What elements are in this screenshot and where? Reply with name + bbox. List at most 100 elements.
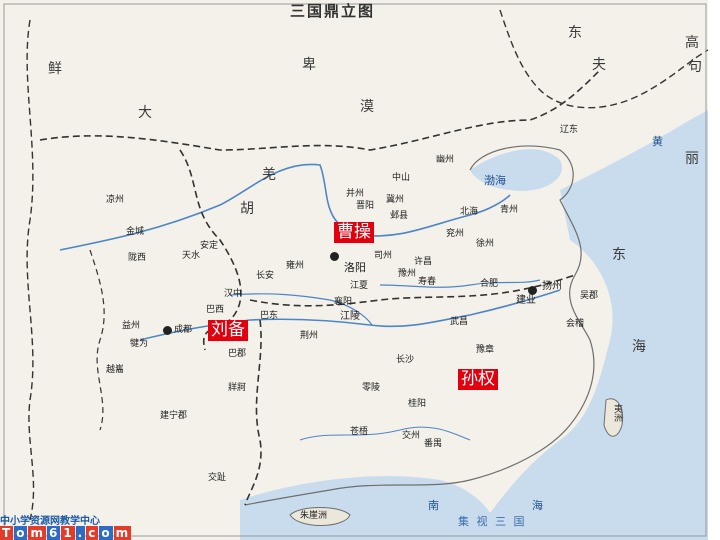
city-bajun: 巴郡 [228,349,247,359]
city-hefei: 合肥 [480,279,499,289]
region-dongfu-1: 东 [568,25,583,41]
city-jinyang: 晋阳 [356,201,375,211]
city-sizhou: 司州 [374,251,393,261]
luoyang-capital-marker [330,252,339,261]
qiang-border [89,249,105,431]
city-qingzhou: 青州 [500,205,519,215]
wei-wu-border [249,274,576,307]
city-lingling: 零陵 [362,383,381,393]
region-gaogou-2: 句 [688,59,703,75]
region-xianbei-2: 卑 [302,57,317,73]
watermark-logo-letter: 6 [46,526,61,540]
city-bingzhou: 并州 [346,189,365,199]
northeast-border [499,9,709,109]
city-xuchang: 许昌 [414,257,433,267]
city-jianning: 建宁郡 [160,411,188,421]
city-yizhou: 益州 [122,321,141,331]
island-yizhou: 夷洲 [612,404,622,422]
region-gaogou-3: 丽 [685,151,700,167]
sea-bohai: 渤海 [484,174,506,187]
city-anding: 安定 [200,241,219,251]
city-yuzhang: 豫章 [476,345,495,355]
city-chengdu: 成都 [174,325,193,335]
city-jingzhou: 荆州 [300,331,319,341]
city-luoyang: 洛阳 [344,261,366,274]
city-yexian: 邺县 [390,211,409,221]
bohai-gulf [470,149,562,191]
shu-wu-border [244,319,262,506]
city-badong: 巴东 [260,311,279,321]
badge-sun-quan: 孙权 [458,369,498,390]
city-xiangyang: 襄阳 [334,297,353,307]
corner-caption: 集 视 三 国 [458,515,527,528]
wei-shu-border [179,149,242,351]
city-guiyang: 桂阳 [408,399,427,409]
city-jianye: 建业 [516,295,536,306]
sea-south-2: 海 [532,499,543,512]
city-changan: 长安 [256,271,275,281]
city-jizhou: 冀州 [386,195,405,205]
watermark-text: 中小学资源网教学中心 [0,516,100,527]
city-jiaozhi: 交趾 [208,473,227,483]
watermark-logo-letter: T [0,526,14,540]
region-xianbei-1: 鲜 [48,61,63,77]
western-border [26,19,35,521]
badge-cao-cao: 曹操 [334,222,374,243]
watermark-logo-letter: o [99,526,113,540]
watermark-logo-letter: . [75,526,86,540]
city-zhongshan: 中山 [392,173,411,183]
region-dahan-2: 漠 [360,99,375,115]
sea-huanghai: 黄 [652,135,663,148]
city-baxi: 巴西 [206,305,225,315]
watermark-logo-letter: o [14,526,28,540]
city-yangzhou: 扬州 [542,281,562,292]
city-xuzhou: 徐州 [476,239,495,249]
watermark-logo-letter: m [113,526,132,540]
city-jiangling: 江陵 [340,311,360,322]
huai-river [379,279,541,288]
city-yuzhou: 豫州 [398,269,417,279]
city-longxi: 陇西 [128,253,147,263]
east-sea-area [470,110,708,540]
city-tianshui: 天水 [182,251,201,261]
city-jingzhou-north: 江夏 [350,281,369,291]
watermark-logo-letter: 1 [61,526,75,540]
city-kuaiji: 会稽 [566,319,585,329]
city-liaodong: 辽东 [560,125,579,135]
city-yongzhou: 雍州 [286,261,305,271]
watermark-logo-letter: m [28,526,46,540]
city-cangwu: 苍梧 [350,427,369,437]
badge-liu-bei: 刘备 [208,320,248,341]
region-qiang-2: 胡 [240,201,255,217]
city-changsha: 长沙 [396,355,415,365]
south-river [299,426,471,441]
city-yuesui: 越巂 [106,365,125,375]
city-beihai: 北海 [460,207,479,217]
chengdu-capital-marker [163,326,172,335]
sea-south-1: 南 [428,499,439,512]
zhuya-island [289,507,351,526]
map-title: 三国鼎立图 [290,2,376,20]
island-zhuya: 朱崖洲 [300,511,328,521]
city-jianwei: 犍为 [130,339,149,349]
city-zangke: 牂牁 [228,383,247,393]
city-wujun: 吴郡 [580,291,599,301]
sea-nanhai: 海 [632,339,647,355]
city-hanzhong: 汉中 [224,289,243,299]
yizhou-island [603,398,624,437]
region-qiang-1: 羌 [262,167,277,183]
yellow-river [59,163,511,251]
city-wuchang: 武昌 [450,317,469,327]
city-youzhou: 幽州 [436,155,455,165]
city-jiaozhou: 交州 [402,431,421,441]
city-yanzhou: 兖州 [446,229,465,239]
sea-donghai: 东 [612,247,627,263]
region-dongfu-2: 夫 [592,57,607,73]
city-jincheng: 金城 [126,227,145,237]
watermark-logo-letter: c [86,526,99,540]
city-panyu: 番禺 [424,439,443,449]
